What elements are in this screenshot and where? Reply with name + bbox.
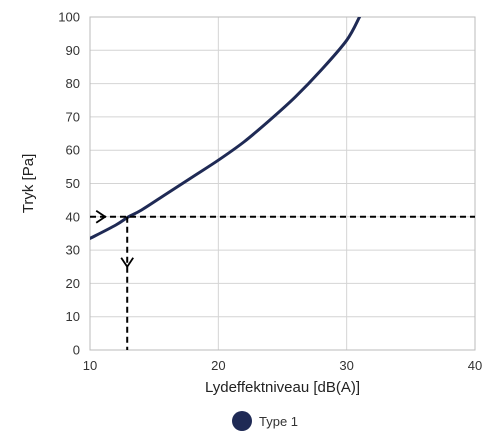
y-tick-label: 50: [66, 176, 80, 191]
y-tick-label: 70: [66, 109, 80, 124]
plot-area-border: [89, 16, 476, 351]
grid: [89, 16, 476, 351]
y-tick-label: 30: [66, 243, 80, 258]
y-tick-label: 80: [66, 76, 80, 91]
reference-lines: [90, 210, 475, 350]
y-axis-ticks: 0 10 20 30 40 50 60 70 80 90 100: [58, 10, 80, 358]
y-tick-label: 20: [66, 276, 80, 291]
arrow-right-icon: [95, 210, 107, 224]
series-line-1: [90, 17, 361, 240]
legend: Type 1: [232, 411, 298, 431]
y-tick-label: 0: [73, 343, 80, 358]
y-tick-label: 100: [58, 10, 80, 25]
y-tick-label: 60: [66, 143, 80, 158]
y-tick-label: 90: [66, 43, 80, 58]
y-tick-label: 10: [66, 309, 80, 324]
x-axis-title: Lydeffektniveau [dB(A)]: [205, 379, 360, 396]
arrow-down-icon: [120, 257, 134, 269]
x-tick-label: 30: [339, 358, 353, 373]
legend-label-type-1: Type 1: [259, 414, 298, 429]
series-layer: [90, 17, 361, 240]
x-tick-label: 10: [83, 358, 97, 373]
x-tick-label: 40: [468, 358, 482, 373]
legend-marker-type-1: [232, 411, 252, 431]
x-tick-label: 20: [211, 358, 225, 373]
y-tick-label: 40: [66, 209, 80, 224]
x-axis-ticks: 10 20 30 40: [83, 358, 482, 373]
y-axis-title: Tryk [Pa]: [20, 154, 37, 213]
